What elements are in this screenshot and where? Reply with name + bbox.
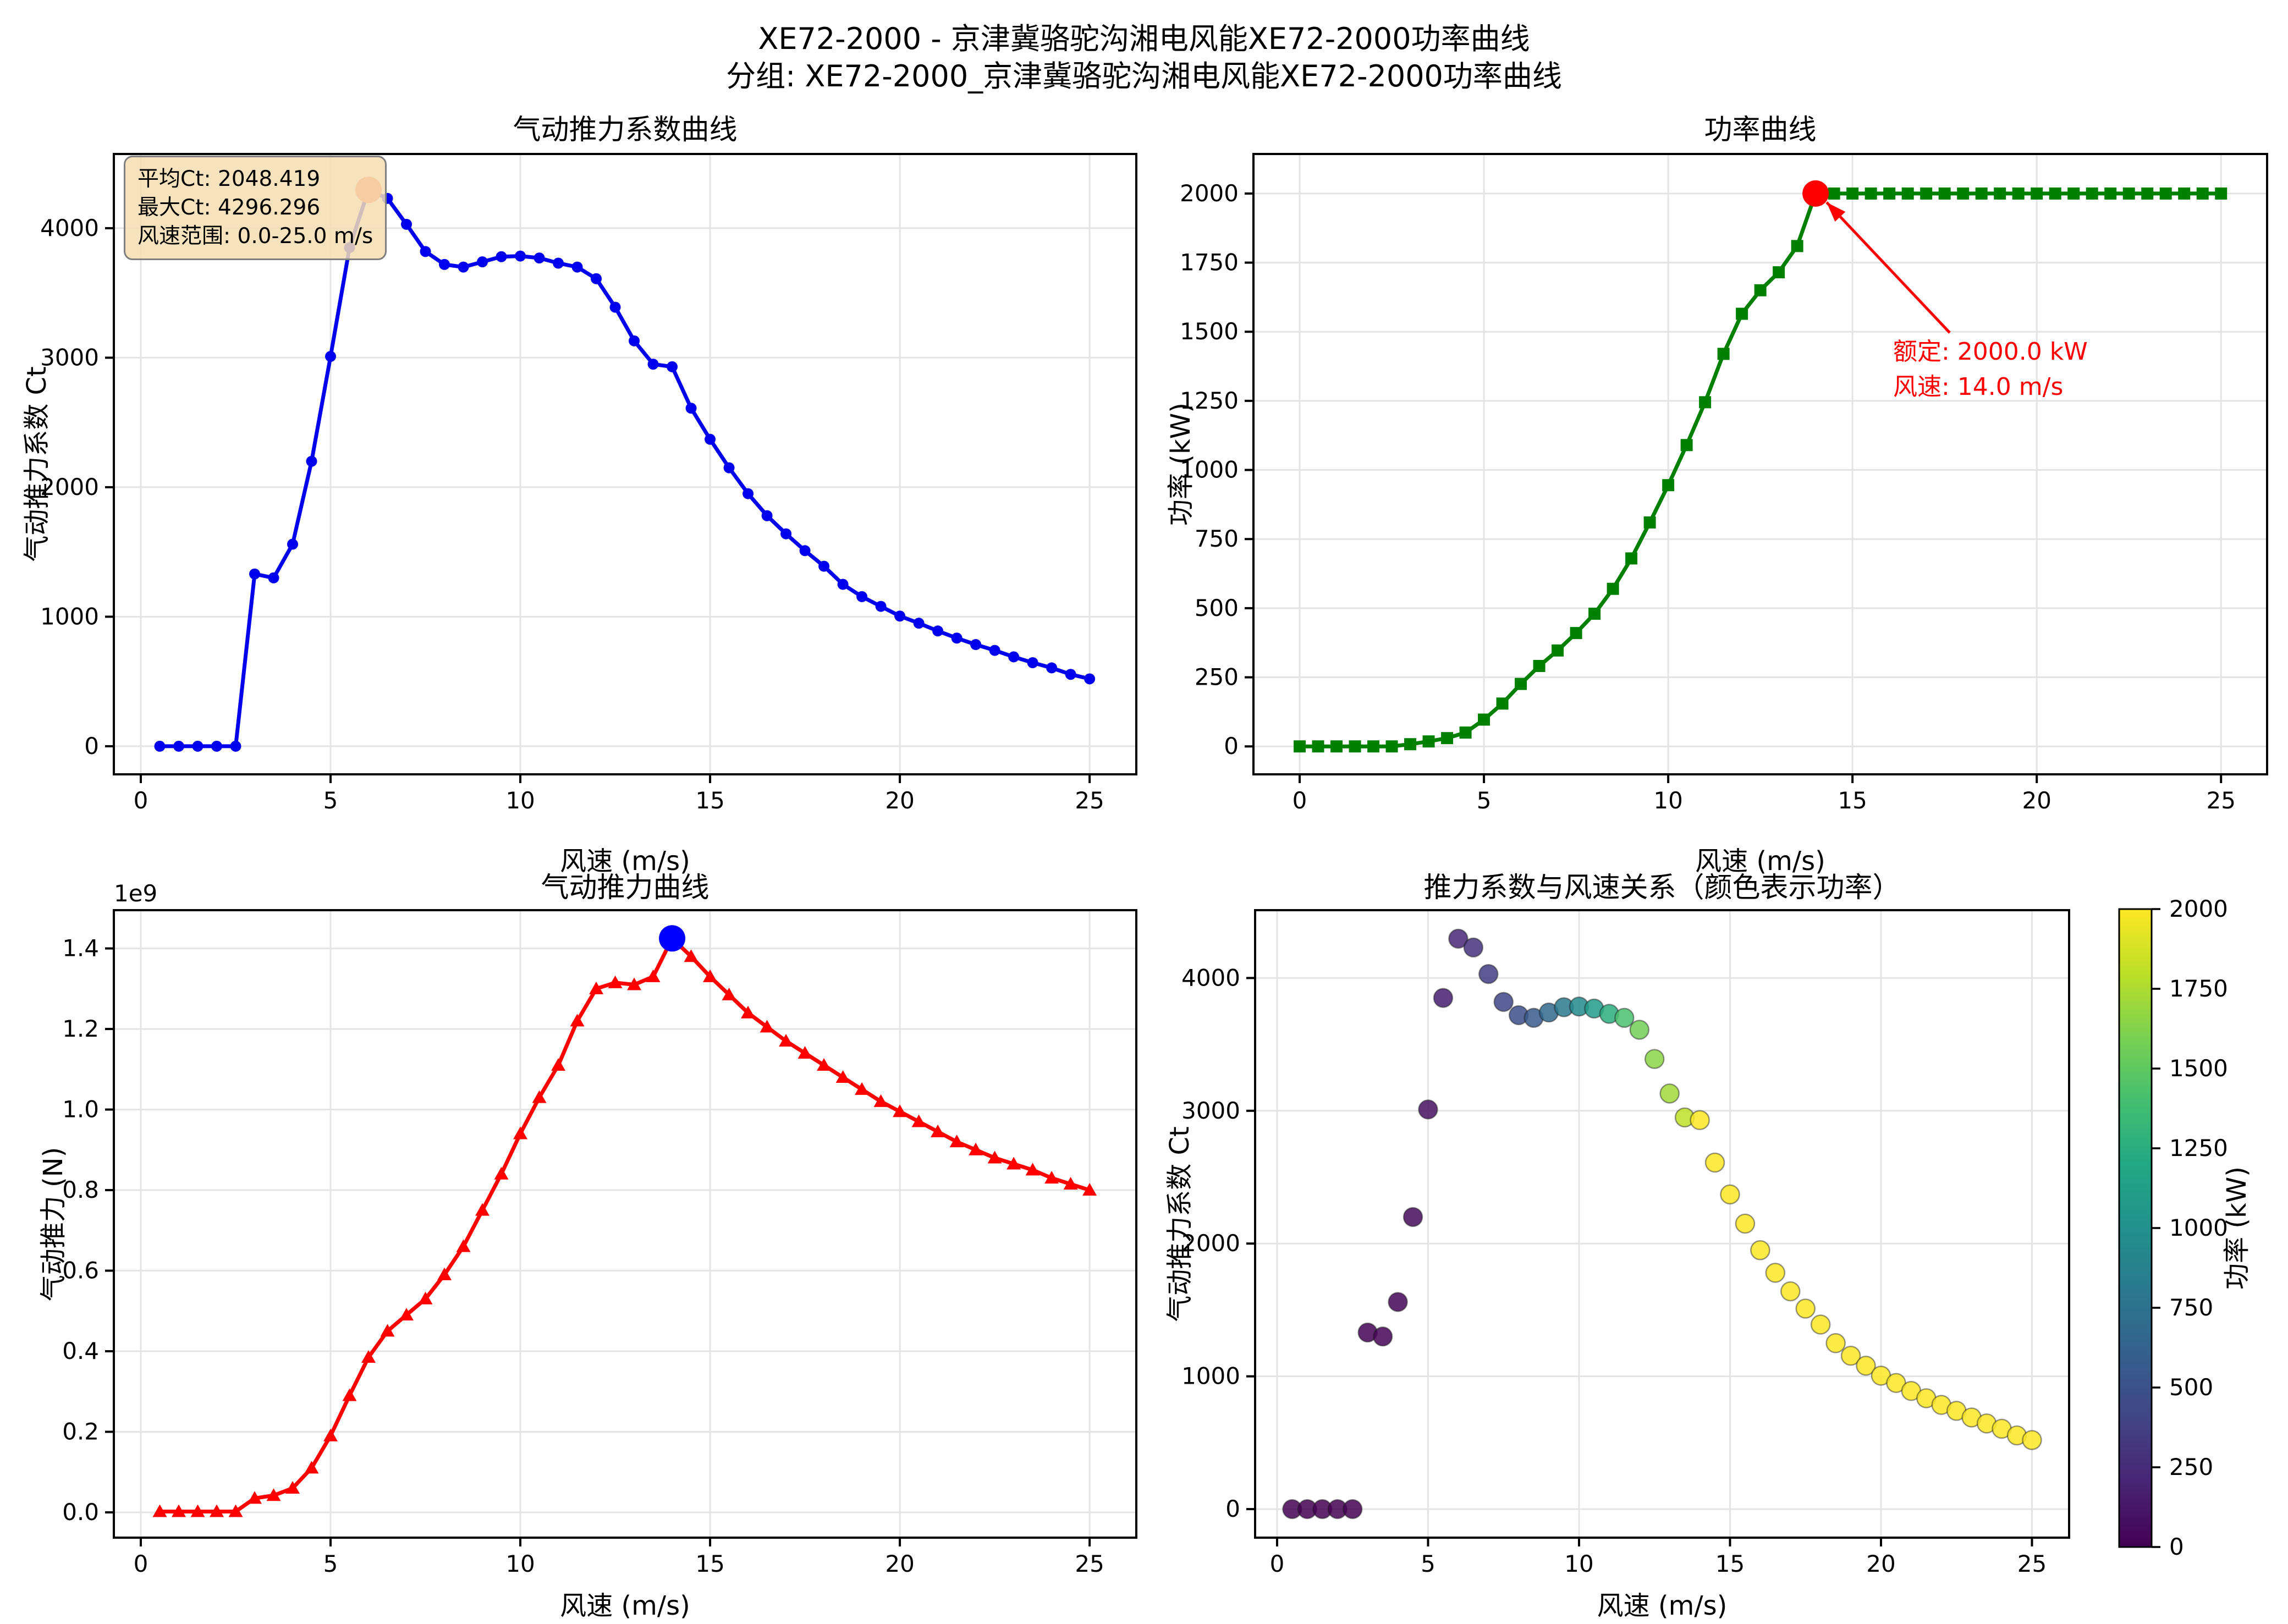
svg-text:500: 500 <box>2169 1374 2213 1401</box>
scatter-xlabel: 风速 (m/s) <box>1597 1590 1728 1621</box>
thrust-curve-ylabel: 气动推力 (N) <box>38 1147 69 1302</box>
svg-text:0: 0 <box>1224 733 1239 759</box>
svg-text:1.2: 1.2 <box>62 1015 99 1042</box>
svg-text:0: 0 <box>1292 787 1307 814</box>
power-curve-title: 功率曲线 <box>1704 114 1817 146</box>
rated-power-text: 额定: 2000.0 kW <box>1893 338 2088 366</box>
svg-text:25: 25 <box>1075 787 1104 814</box>
svg-text:15: 15 <box>695 787 724 814</box>
svg-text:1.4: 1.4 <box>62 935 99 962</box>
svg-text:1000: 1000 <box>2169 1214 2228 1241</box>
ct-curve-xlabel: 风速 (m/s) <box>560 846 690 877</box>
svg-text:25: 25 <box>2017 1550 2047 1577</box>
ct-stats-range: 风速范围: 0.0-25.0 m/s <box>138 224 373 249</box>
ct-curve-title: 气动推力系数曲线 <box>513 114 738 146</box>
ct-stats-max: 最大Ct: 4296.296 <box>138 195 321 220</box>
svg-text:0.8: 0.8 <box>62 1176 99 1203</box>
power-curve-ylabel: 功率 (kW) <box>1165 403 1196 526</box>
svg-text:0.6: 0.6 <box>62 1257 99 1284</box>
svg-text:0.4: 0.4 <box>62 1337 99 1364</box>
svg-text:10: 10 <box>1564 1550 1593 1577</box>
svg-text:1500: 1500 <box>1180 318 1239 345</box>
scatter-title: 推力系数与风速关系（颜色表示功率） <box>1423 872 1901 904</box>
svg-text:1250: 1250 <box>1180 387 1239 414</box>
svg-text:0.0: 0.0 <box>62 1499 99 1526</box>
svg-text:2000: 2000 <box>40 474 99 500</box>
svg-text:10: 10 <box>505 1550 535 1577</box>
svg-text:0: 0 <box>134 787 148 814</box>
scatter-ylabel: 气动推力系数 Ct <box>1164 1126 1195 1322</box>
svg-text:25: 25 <box>1075 1550 1104 1577</box>
svg-text:500: 500 <box>1195 594 1239 621</box>
svg-text:0: 0 <box>134 1550 148 1577</box>
svg-text:4000: 4000 <box>1181 964 1240 991</box>
thrust-curve-xlabel: 风速 (m/s) <box>560 1590 690 1621</box>
svg-text:15: 15 <box>1838 787 1867 814</box>
ct-stats-box: 平均Ct: 2048.419 最大Ct: 4296.296 风速范围: 0.0-… <box>124 156 387 260</box>
svg-text:15: 15 <box>695 1550 724 1577</box>
svg-text:3000: 3000 <box>1181 1097 1240 1124</box>
svg-text:15: 15 <box>1715 1550 1745 1577</box>
svg-text:1000: 1000 <box>1181 1363 1240 1390</box>
svg-text:2000: 2000 <box>1181 1230 1240 1257</box>
ct-stats-mean: 平均Ct: 2048.419 <box>138 167 321 191</box>
svg-text:5: 5 <box>1421 1550 1436 1577</box>
figure-title-line2: 分组: XE72-2000_京津冀骆驼沟湘电风能XE72-2000功率曲线 <box>726 59 1562 93</box>
svg-text:0: 0 <box>1270 1550 1285 1577</box>
ct-curve-ylabel: 气动推力系数 Ct <box>21 366 52 562</box>
svg-text:0.2: 0.2 <box>62 1418 99 1445</box>
thrust_curve-plot <box>105 909 1137 1546</box>
svg-text:25: 25 <box>2207 787 2236 814</box>
rated-wind-text: 风速: 14.0 m/s <box>1893 373 2064 401</box>
svg-text:250: 250 <box>1195 664 1239 691</box>
svg-text:5: 5 <box>323 1550 338 1577</box>
svg-text:2000: 2000 <box>2169 895 2228 922</box>
svg-text:1000: 1000 <box>40 603 99 630</box>
figure-title-line1: XE72-2000 - 京津冀骆驼沟湘电风能XE72-2000功率曲线 <box>758 21 1530 56</box>
scatter_ct-plot <box>1246 908 2160 1548</box>
thrust-curve-title: 气动推力曲线 <box>541 872 710 904</box>
colorbar-label: 功率 (kW) <box>2221 1166 2252 1290</box>
svg-text:1000: 1000 <box>1180 456 1239 483</box>
svg-text:20: 20 <box>885 787 914 814</box>
power-curve-xlabel: 风速 (m/s) <box>1695 846 1825 877</box>
svg-text:1250: 1250 <box>2169 1135 2228 1161</box>
svg-text:250: 250 <box>2169 1454 2213 1480</box>
svg-text:20: 20 <box>1866 1550 1895 1577</box>
svg-text:0: 0 <box>2169 1533 2184 1560</box>
svg-text:1750: 1750 <box>1180 249 1239 276</box>
svg-text:5: 5 <box>1477 787 1492 814</box>
svg-text:20: 20 <box>885 1550 914 1577</box>
rated-point-annotation: 额定: 2000.0 kW 风速: 14.0 m/s <box>1893 334 2088 405</box>
svg-text:750: 750 <box>1195 525 1239 552</box>
svg-text:2000: 2000 <box>1180 180 1239 207</box>
svg-text:20: 20 <box>2022 787 2051 814</box>
power_curve-plot <box>1245 153 2268 783</box>
svg-text:1750: 1750 <box>2169 975 2228 1002</box>
thrust-axis-offset-text: 1e9 <box>114 880 158 907</box>
svg-text:0: 0 <box>84 733 99 759</box>
svg-text:10: 10 <box>1653 787 1682 814</box>
svg-text:10: 10 <box>505 787 535 814</box>
svg-text:5: 5 <box>323 787 338 814</box>
svg-text:3000: 3000 <box>40 344 99 371</box>
svg-text:1500: 1500 <box>2169 1055 2228 1082</box>
svg-text:0: 0 <box>1225 1495 1240 1522</box>
svg-text:1.0: 1.0 <box>62 1096 99 1123</box>
svg-text:750: 750 <box>2169 1294 2213 1321</box>
svg-text:4000: 4000 <box>40 214 99 241</box>
